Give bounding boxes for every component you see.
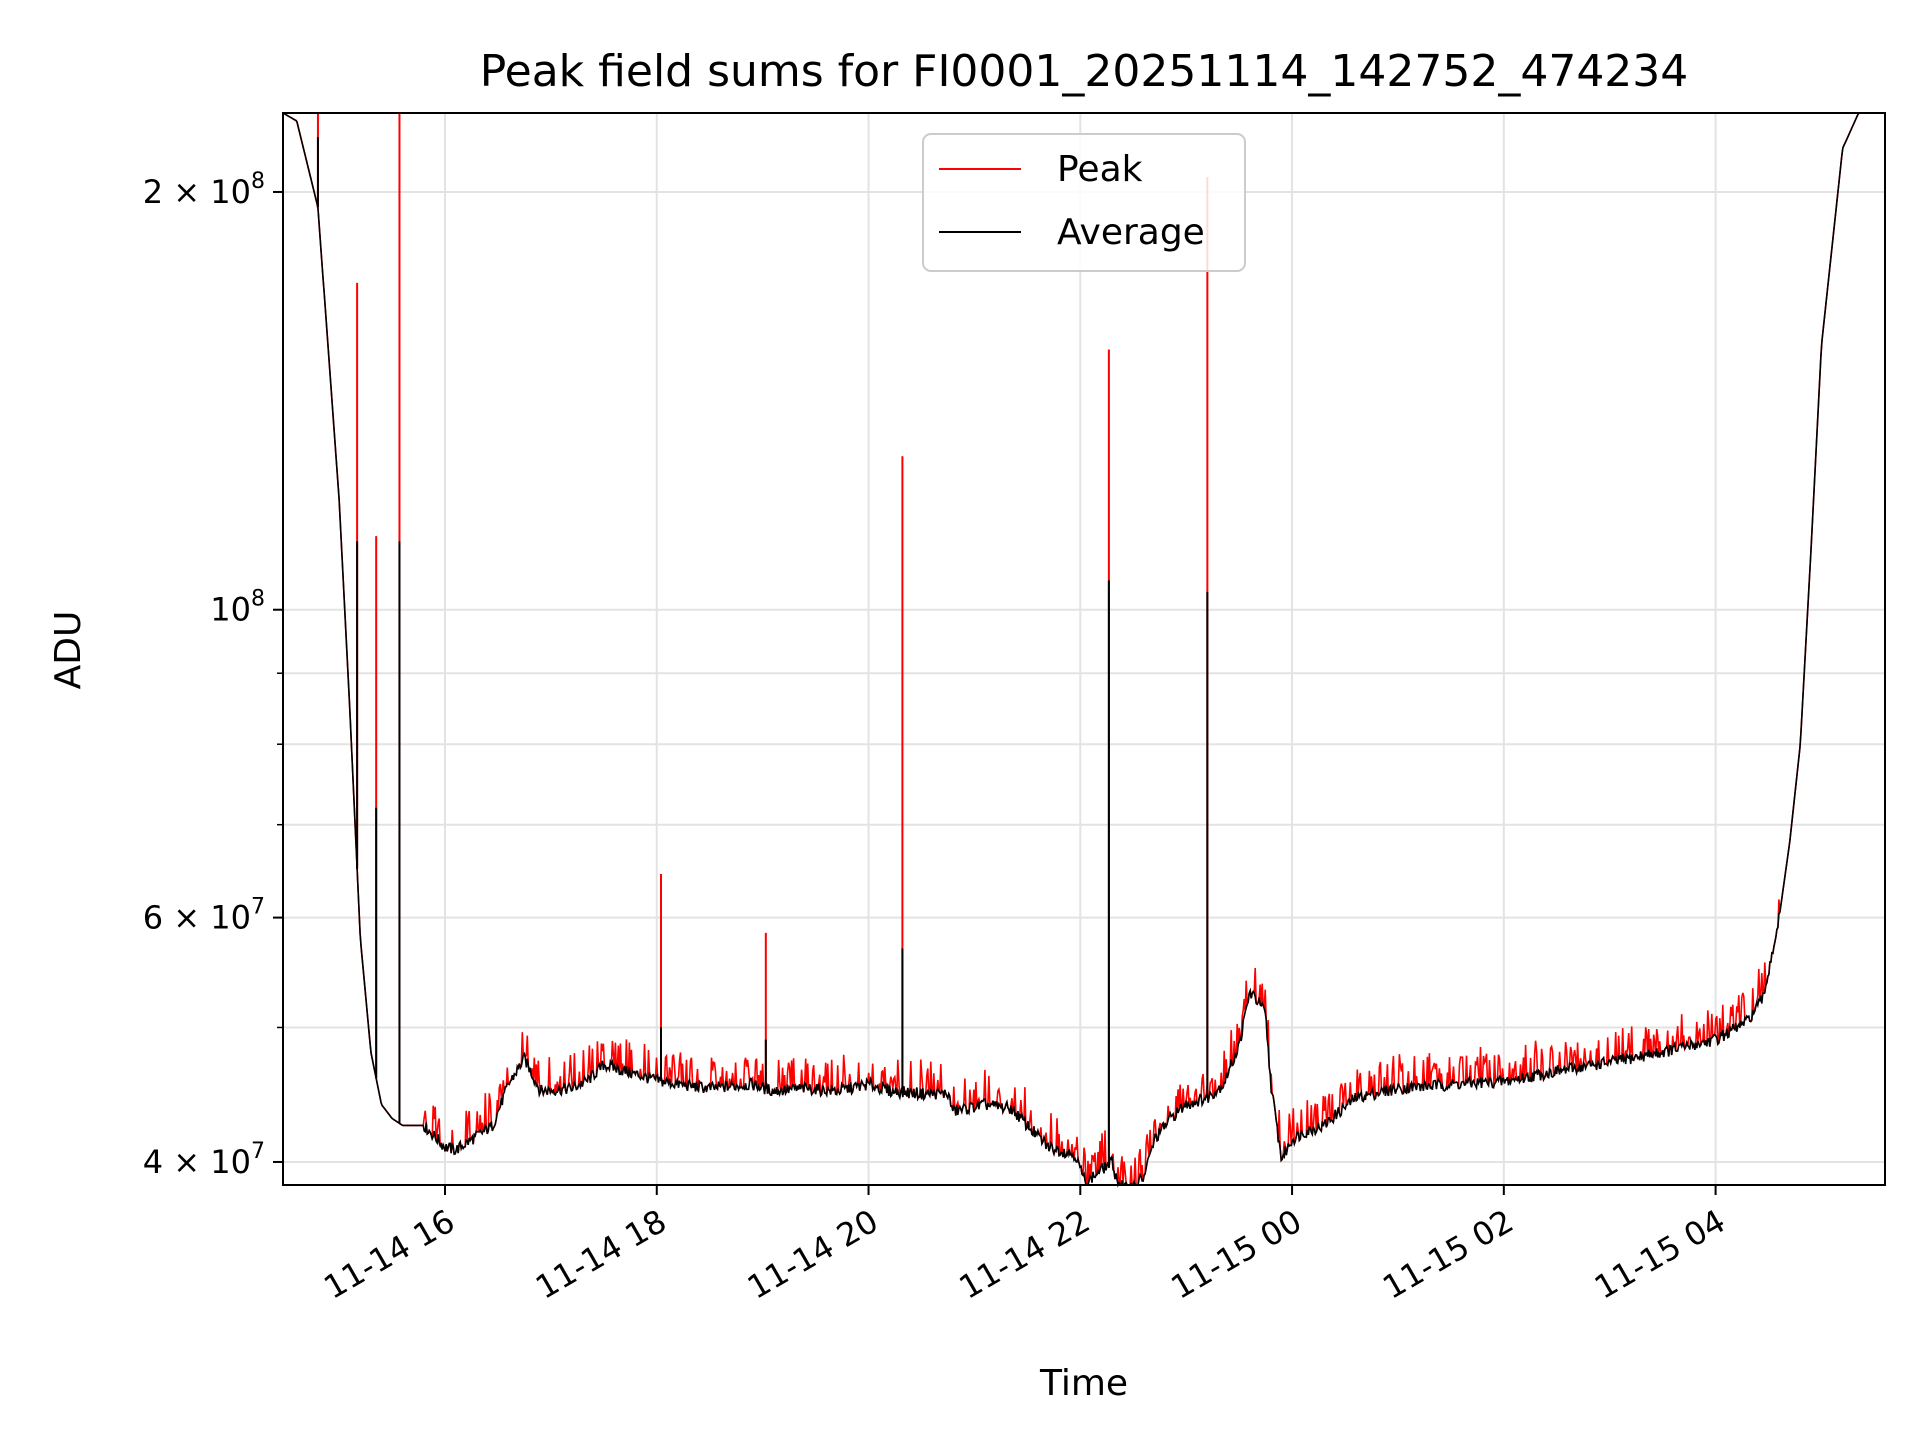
x-axis-label: Time bbox=[1039, 1363, 1128, 1404]
y-axis-label: ADU bbox=[48, 611, 89, 690]
average-series-line bbox=[282, 112, 1885, 1188]
y-tick-label: 2 × 10 bbox=[143, 173, 251, 211]
y-tick-label: 6 × 10 bbox=[143, 899, 251, 937]
legend: Peak Average bbox=[922, 133, 1246, 272]
y-tick-label: 10 bbox=[210, 591, 251, 629]
y-tick-exponent: 7 bbox=[251, 895, 265, 920]
y-tick-label: 4 × 10 bbox=[143, 1143, 251, 1181]
plot-frame bbox=[282, 112, 1886, 1186]
y-tick-exponent: 8 bbox=[251, 587, 265, 612]
legend-average-label: Average bbox=[1057, 212, 1205, 253]
plot-lines bbox=[282, 112, 1885, 1188]
chart-title: Peak field sums for FI0001_20251114_1427… bbox=[480, 46, 1689, 97]
y-tick-exponent: 7 bbox=[251, 1139, 265, 1164]
legend-peak-label: Peak bbox=[1057, 149, 1143, 190]
peak-series-line bbox=[282, 112, 1885, 1186]
y-tick-exponent: 8 bbox=[251, 169, 265, 194]
